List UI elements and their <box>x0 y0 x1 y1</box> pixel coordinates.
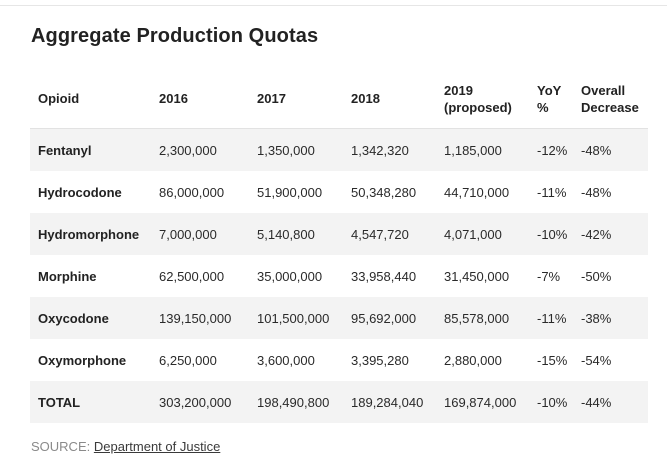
top-divider <box>0 5 667 6</box>
cell-2017: 5,140,800 <box>249 213 343 255</box>
table-row: Morphine 62,500,000 35,000,000 33,958,440 31… <box>30 255 648 297</box>
cell-overall-decrease: -48% <box>581 184 612 200</box>
table-header: Opioid 2016 2017 2018 2019 (proposed) YoY% Over… <box>30 69 648 129</box>
cell-overall-decrease: -44% <box>573 381 648 423</box>
cell-2019-proposed: 1,185,000 <box>436 128 529 171</box>
cell-2017: 198,490,800 <box>249 381 343 423</box>
source-note: SOURCE: Department of Justice <box>31 439 220 454</box>
cell-2019-proposed: 169,874,000 <box>436 381 529 423</box>
cell-overall-decrease: -38% <box>573 297 648 339</box>
table-body: Fentanyl 2,300,000 1,350,000 1,342,320 1,185… <box>30 128 648 423</box>
cell-2018: 189,284,040 <box>343 381 436 423</box>
cell-yoy: -10% <box>529 213 573 255</box>
cell-2019-proposed: 2,880,000 <box>444 352 502 368</box>
cell-2018: 4,547,720 <box>343 213 436 255</box>
cell-2017: 3,600,000 <box>257 352 315 368</box>
cell-yoy: -15% <box>537 352 568 368</box>
cell-2018: 1,342,320 <box>343 128 436 171</box>
cell-2016: 139,150,000 <box>151 297 249 339</box>
cell-2016: 86,000,000 <box>159 184 225 200</box>
production-quota-table: Opioid 2016 2017 2018 2019 (proposed) YoY% Over… <box>30 69 648 423</box>
header-col-2016: 2016 <box>151 69 249 129</box>
table-row: Hydrocodone 86,000,000 51,900,000 50,348,28… <box>30 171 648 213</box>
table-row: TOTAL 303,200,000 198,490,800 189,284,040 16… <box>30 381 648 423</box>
cell-2019-proposed: 31,450,000 <box>444 268 510 284</box>
cell-overall-decrease: -50% <box>581 268 612 284</box>
table-title: Aggregate Production Quotas <box>31 25 319 47</box>
header-col-yoy: YoY% <box>529 69 573 129</box>
cell-2017: 35,000,000 <box>257 268 323 284</box>
cell-2016: 6,250,000 <box>159 352 217 368</box>
cell-2016: 303,200,000 <box>151 381 249 423</box>
cell-yoy: -11% <box>537 184 567 200</box>
table-row: Oxycodone 139,150,000 101,500,000 95,692,00… <box>30 297 648 339</box>
header-col-2018: 2018 <box>343 69 436 129</box>
table-row: Oxymorphone 6,250,000 3,600,000 3,395,280 2,… <box>30 339 648 381</box>
header-col-opioid: Opioid <box>30 69 151 129</box>
cell-2019-proposed: 44,710,000 <box>444 184 510 200</box>
header-row: Opioid 2016 2017 2018 2019 (proposed) YoY% Over… <box>30 69 648 129</box>
cell-overall-decrease: -42% <box>573 213 648 255</box>
cell-2017: 51,900,000 <box>257 184 323 200</box>
cell-yoy: -12% <box>529 128 573 171</box>
header-col-2019-proposed: 2019 (proposed) <box>436 69 529 129</box>
cell-overall-decrease: -48% <box>573 128 648 171</box>
header-col-overall-decrease: Overall Decrease <box>573 69 648 129</box>
cell-2016: 62,500,000 <box>159 268 225 284</box>
opioid-name-cell: Hydromorphone <box>30 213 151 255</box>
cell-yoy: -10% <box>529 381 573 423</box>
cell-2018: 50,348,280 <box>351 184 417 200</box>
table-row: Fentanyl 2,300,000 1,350,000 1,342,320 1,185… <box>30 128 648 171</box>
opioid-name-cell: Hydrocodone <box>38 184 122 200</box>
cell-2017: 1,350,000 <box>249 128 343 171</box>
opioid-name-cell: TOTAL <box>30 381 151 423</box>
cell-2018: 95,692,000 <box>343 297 436 339</box>
cell-2017: 101,500,000 <box>249 297 343 339</box>
source-link[interactable]: Department of Justice <box>93 439 221 454</box>
cell-2018: 3,395,280 <box>351 352 409 368</box>
table-row: Hydromorphone 7,000,000 5,140,800 4,547,720… <box>30 213 648 255</box>
opioid-name-cell: Morphine <box>38 268 97 284</box>
cell-2016: 2,300,000 <box>151 128 249 171</box>
opioid-name-cell: Oxymorphone <box>38 352 127 368</box>
opioid-name-cell: Fentanyl <box>30 128 151 171</box>
opioid-name-cell: Oxycodone <box>30 297 151 339</box>
cell-yoy: -7% <box>537 268 561 284</box>
cell-yoy: -11% <box>529 297 573 339</box>
header-col-2017: 2017 <box>249 69 343 129</box>
cell-2019-proposed: 85,578,000 <box>436 297 529 339</box>
source-label: SOURCE: <box>31 439 91 454</box>
cell-2019-proposed: 4,071,000 <box>436 213 529 255</box>
cell-2016: 7,000,000 <box>151 213 249 255</box>
cell-2018: 33,958,440 <box>351 268 417 284</box>
cell-overall-decrease: -54% <box>581 352 612 368</box>
